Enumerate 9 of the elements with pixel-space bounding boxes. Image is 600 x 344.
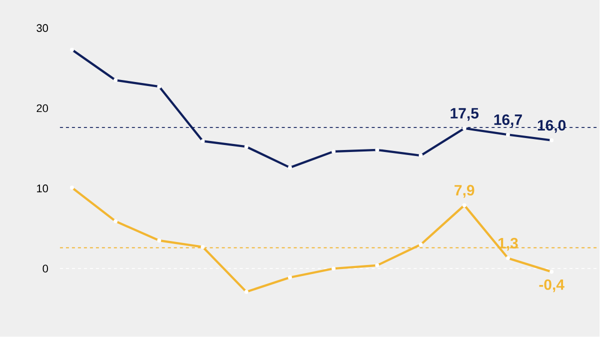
data-label: 17,5: [450, 108, 479, 121]
data-label: 16,0: [538, 120, 566, 133]
data-label: -0,4: [539, 280, 564, 292]
y-tick-label: 30: [36, 24, 48, 32]
y-tick-label: 0: [42, 264, 48, 273]
y-tick-label: 10: [37, 184, 48, 193]
data-label: 16,7: [494, 114, 522, 128]
y-tick-label: 20: [36, 104, 48, 112]
data-label: 7,9: [454, 185, 474, 198]
